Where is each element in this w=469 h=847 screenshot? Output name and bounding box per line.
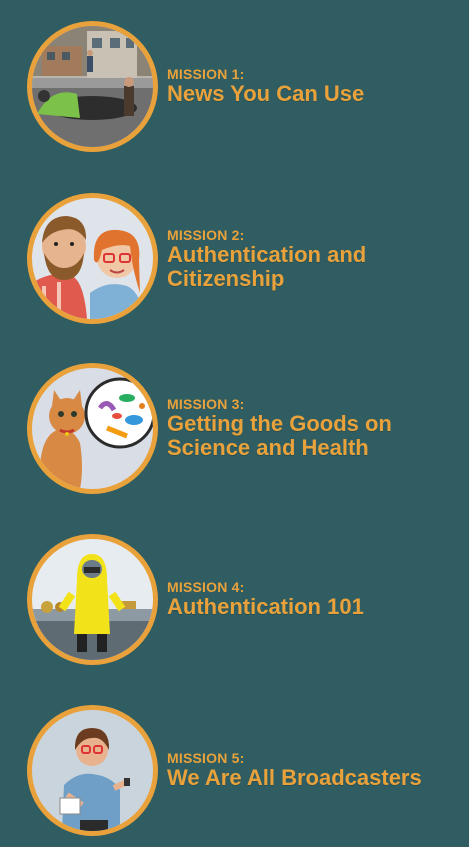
mission-5-number: MISSION 5: [167, 750, 245, 766]
mission-4-text: MISSION 4: Authentication 101 [167, 580, 364, 619]
mission-3-text: MISSION 3: Getting the Goods on Science … [167, 397, 427, 460]
mission-2-title[interactable]: Authentication and Citizenship [167, 242, 367, 291]
mission-4-card[interactable]: MISSION 4: Authentication 101 [0, 534, 469, 674]
mission-4-badge[interactable] [27, 534, 158, 665]
street-sinkhole-illustration [32, 26, 153, 147]
mission-3-card[interactable]: MISSION 3: Getting the Goods on Science … [0, 363, 469, 503]
two-people-illustration [32, 198, 153, 319]
mission-3-badge[interactable] [27, 363, 158, 494]
mission-2-badge[interactable] [27, 193, 158, 324]
mission-1-badge[interactable] [27, 21, 158, 152]
mission-2-card[interactable]: MISSION 2: Authentication and Citizenshi… [0, 193, 469, 333]
mission-5-card[interactable]: MISSION 5: We Are All Broadcasters [0, 705, 469, 845]
cat-bacteria-illustration [32, 368, 153, 489]
mission-1-card[interactable]: MISSION 1: News You Can Use [0, 21, 469, 161]
mission-3-title[interactable]: Getting the Goods on Science and Health [167, 411, 392, 460]
hazmat-lab-illustration [32, 539, 153, 660]
mission-4-number: MISSION 4: [167, 579, 245, 595]
mission-2-text: MISSION 2: Authentication and Citizenshi… [167, 228, 407, 291]
mission-4-title[interactable]: Authentication 101 [167, 594, 364, 619]
mission-3-number: MISSION 3: [167, 396, 245, 412]
mission-5-text: MISSION 5: We Are All Broadcasters [167, 751, 422, 790]
mission-2-number: MISSION 2: [167, 227, 245, 243]
reporter-woman-illustration [32, 710, 153, 831]
mission-5-badge[interactable] [27, 705, 158, 836]
mission-1-number: MISSION 1: [167, 66, 245, 82]
mission-1-title[interactable]: News You Can Use [167, 81, 365, 106]
mission-5-title[interactable]: We Are All Broadcasters [167, 765, 422, 790]
mission-1-text: MISSION 1: News You Can Use [167, 67, 364, 106]
